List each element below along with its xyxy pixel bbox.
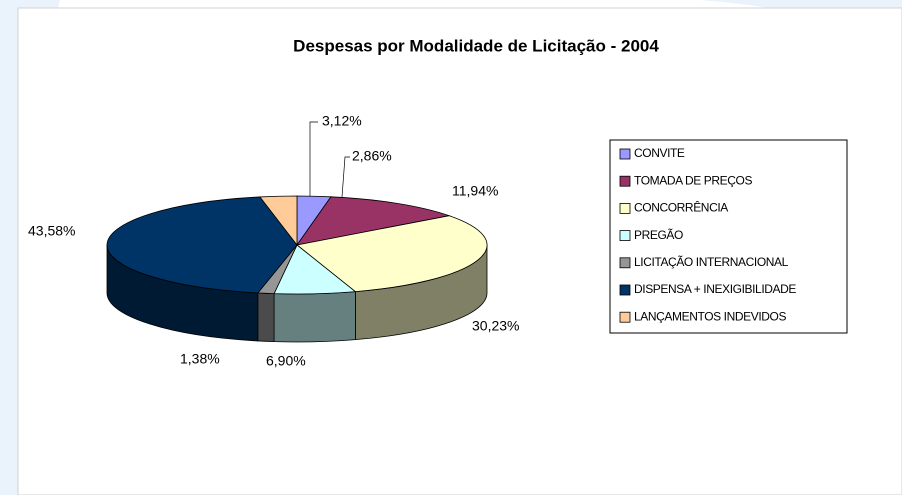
legend-label: TOMADA DE PREÇOS [634,173,752,187]
pie-slice [296,196,451,246]
legend-label: LANÇAMENTOS INDEVIDOS [634,309,786,323]
pie-slice [106,196,298,294]
data-label: 6,90% [266,353,306,369]
chart-title: Despesas por Modalidade de Licitação - 2… [293,36,659,55]
leader-line [341,156,350,198]
pie-slice [259,195,298,247]
legend-label: DISPENSA + INEXIGIBILIDADE [634,282,796,296]
data-label: 11,94% [452,183,498,199]
pie-slice-side [257,292,275,343]
legend-swatch [619,175,631,187]
data-label: 30,23% [472,318,519,334]
data-label: 43,58% [28,223,75,239]
pie-slice [296,215,488,293]
legend-box [609,139,848,334]
legend-swatch [619,284,631,296]
legend-label: CONCORRÊNCIA [634,200,728,215]
legend-swatch [619,202,631,214]
legend-label: CONVITE [634,146,685,160]
data-label: 2,86% [352,148,392,164]
legend-swatch [619,311,631,323]
legend-swatch [619,257,631,269]
leader-line [309,121,318,196]
legend-swatch [619,148,631,160]
legend-label: PREGÃO [634,228,683,242]
pie-slice-side [273,291,356,343]
data-label: 3,12% [322,113,362,129]
legend-label: LICITAÇÃO INTERNACIONAL [634,255,789,269]
legend-swatch [619,230,631,242]
data-label: 1,38% [180,351,220,367]
